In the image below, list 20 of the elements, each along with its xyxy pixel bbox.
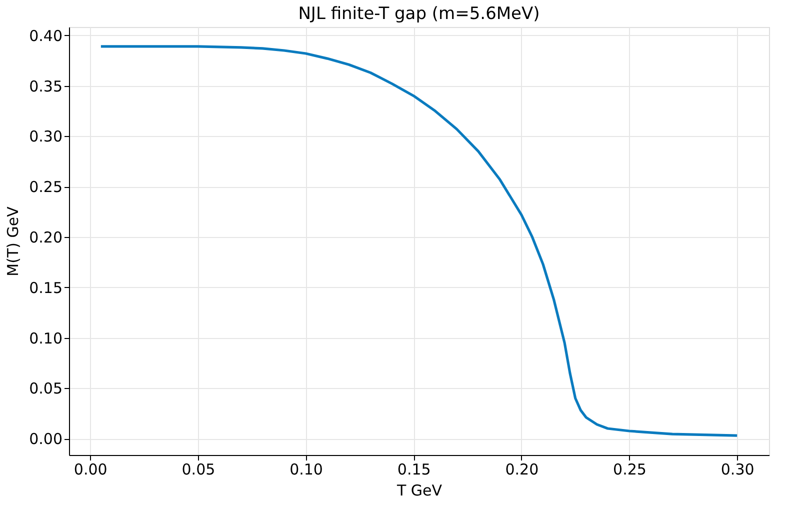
y-tick-label: 0.25 — [29, 178, 62, 196]
y-tick-label: 0.15 — [29, 278, 62, 297]
x-tick-label: 0.30 — [720, 460, 754, 478]
x-tick-label: 0.20 — [505, 460, 539, 478]
line-series — [100, 45, 738, 437]
x-tick-label: 0.25 — [613, 460, 646, 478]
chart-title: NJL finite-T gap (m=5.6MeV) — [298, 4, 540, 24]
y-tick-label: 0.30 — [29, 128, 62, 146]
x-tick-label: 0.05 — [182, 460, 216, 478]
y-tick-label: 0.00 — [29, 430, 62, 448]
y-tick-label: 0.05 — [29, 380, 62, 398]
x-tick-label: 0.15 — [397, 460, 431, 478]
y-tick-label: 0.10 — [29, 329, 62, 348]
y-tick-label: 0.20 — [29, 228, 62, 246]
x-tick-label: 0.00 — [74, 460, 108, 478]
y-tick-label: 0.40 — [29, 26, 62, 45]
y-tick-label: 0.35 — [29, 77, 62, 96]
x-tick-label: 0.10 — [290, 460, 323, 478]
y-axis-title: M(T) GeV — [4, 206, 22, 276]
x-axis-title: T GeV — [396, 482, 443, 500]
